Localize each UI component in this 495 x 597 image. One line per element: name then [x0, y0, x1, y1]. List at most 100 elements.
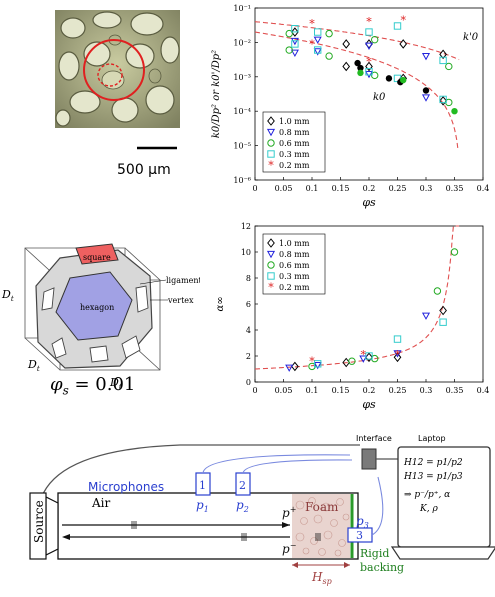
legend-label: 0.8 mm — [279, 250, 310, 259]
legend-label: 1.0 mm — [279, 239, 310, 248]
x-tick-label: 0.05 — [275, 386, 293, 395]
laptop-base — [390, 546, 495, 560]
ligament-label: ligament — [166, 276, 200, 285]
x-tick-label: 0.3 — [420, 184, 433, 193]
laptop-label: Laptop — [418, 434, 446, 443]
data-point — [325, 52, 333, 60]
mic2-label: 2 — [239, 479, 246, 492]
data-point — [364, 70, 374, 79]
y-axis-label: k0/Dp² or k0'/Dp² — [211, 50, 222, 138]
y-axis-label: α∞ — [215, 296, 226, 311]
hexagon-label: hexagon — [80, 303, 114, 312]
data-point — [365, 28, 373, 36]
data-point: * — [309, 355, 315, 368]
y-tick-label: 10⁻⁶ — [233, 176, 251, 185]
backing-label: backing — [360, 561, 404, 574]
x-tick-label: 0.2 — [363, 184, 376, 193]
data-point — [421, 312, 431, 320]
impedance-tube-panel: Source Foam Rigid backing Hsp Microphone… — [0, 425, 495, 593]
dim-label-bottom: Dt — [27, 358, 40, 373]
cell-highlight-circle — [83, 39, 145, 101]
data-point — [393, 352, 402, 363]
curve-label-k0-prime: k'0 — [463, 32, 479, 43]
hsp-label: Hsp — [311, 570, 332, 586]
data-point — [342, 39, 351, 49]
data-point — [393, 22, 402, 30]
foam-label: Foam — [305, 500, 339, 514]
legend-marker: * — [268, 159, 274, 172]
data-point — [314, 28, 322, 36]
permeability-chart: 0 0.05 0.1 0.15 0.2 0.25 0.3 0.35 0.4 10⁻⁶ 10⁻⁵ 10⁻… — [211, 4, 490, 209]
data-point: * — [309, 18, 315, 31]
data-point — [451, 108, 458, 115]
data-point — [385, 75, 393, 82]
y-tick-label: 4 — [246, 326, 251, 335]
foam-photo — [55, 10, 180, 150]
legend-label: 0.6 mm — [279, 261, 310, 270]
data-point — [364, 42, 374, 50]
data-point — [357, 64, 364, 72]
mic3-label: 3 — [356, 529, 363, 542]
data-point — [291, 40, 299, 48]
data-point — [290, 37, 299, 46]
legend-marker — [266, 250, 276, 259]
legend-marker — [267, 139, 275, 147]
interface-label: Interface — [356, 434, 392, 443]
legend-label: 0.8 mm — [279, 128, 310, 137]
x-tick-label: 0.1 — [306, 184, 319, 193]
tortuosity-chart-panel: 0 0.05 0.1 0.15 0.2 0.25 0.3 0.35 0.4 0 2 4 6 8 10 12 φs… — [205, 220, 495, 411]
impedance-tube-diagram: Source Foam Rigid backing Hsp Microphone… — [29, 434, 495, 586]
eq-h13: H13 = p1/p3 — [403, 472, 463, 482]
data-point — [393, 335, 402, 343]
x-tick-label: 0.4 — [477, 184, 490, 193]
data-point — [433, 287, 442, 295]
curve-label-k0: k0 — [373, 92, 386, 103]
data-point — [421, 94, 431, 102]
vertex-label: vertex — [167, 296, 194, 305]
data-point — [439, 96, 447, 106]
data-point — [308, 362, 316, 371]
microphones-label: Microphones — [88, 480, 164, 494]
data-point — [313, 36, 322, 44]
x-tick-label: 0.25 — [389, 184, 407, 193]
y-tick-label: 6 — [246, 300, 251, 309]
x-tick-label: 0.4 — [477, 386, 490, 395]
x-tick-label: 0.15 — [332, 386, 350, 395]
data-point — [325, 29, 333, 38]
y-tick-label: 10⁻³ — [233, 73, 251, 82]
foam-sample — [292, 494, 350, 558]
y-tick-label: 12 — [241, 222, 251, 231]
x-tick-label: 0.35 — [446, 386, 464, 395]
x-axis-label: φs — [362, 398, 376, 410]
y-tick-label: 10⁻⁴ — [233, 107, 251, 116]
data-point — [313, 48, 322, 56]
tortuosity-chart: 0 0.05 0.1 0.15 0.2 0.25 0.3 0.35 0.4 0 2 4 6 8 10 12 φs… — [215, 222, 490, 411]
data-point: * — [366, 55, 372, 68]
data-point — [354, 59, 361, 67]
legend-marker: * — [268, 281, 274, 294]
x-axis-label: φs — [362, 196, 376, 209]
data-point — [422, 87, 430, 94]
legend-marker — [267, 116, 275, 126]
data-point — [365, 61, 373, 72]
legend-label: 0.3 mm — [279, 150, 310, 159]
data-point — [357, 69, 364, 77]
data-point: * — [366, 16, 372, 29]
data-point — [359, 355, 368, 363]
x-tick-label: 0.3 — [420, 386, 433, 395]
legend-label: 0.6 mm — [279, 139, 310, 148]
x-tick-label: 0.35 — [446, 184, 464, 193]
p2-label: p2 — [236, 498, 249, 514]
data-point — [291, 27, 299, 37]
x-tick-label: 0 — [252, 184, 257, 193]
phi-label: φs = 0.01 — [50, 374, 136, 398]
dim-label-left: Dt — [1, 288, 14, 303]
legend-marker — [266, 128, 276, 137]
legend-marker — [267, 261, 275, 269]
source-speaker — [29, 492, 47, 560]
data-point — [445, 62, 453, 71]
data-point — [439, 305, 447, 316]
p3-label: p3 — [356, 514, 369, 530]
scale-label: 500 µm — [117, 162, 171, 178]
data-point — [371, 35, 379, 44]
